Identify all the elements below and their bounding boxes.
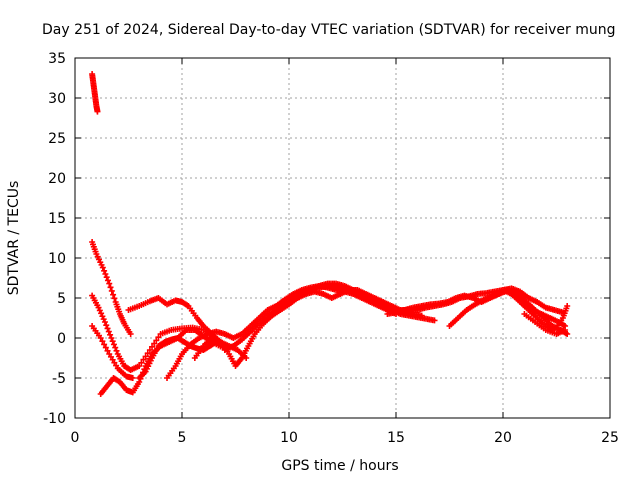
y-tick-label: -10 — [43, 411, 66, 427]
data-point — [105, 328, 112, 335]
data-point — [142, 353, 149, 360]
data-point — [153, 337, 160, 344]
x-tick-label: 0 — [71, 430, 80, 446]
data-point — [94, 108, 101, 115]
data-point — [564, 331, 571, 337]
y-tick-label: 30 — [48, 91, 66, 107]
data-point — [104, 347, 111, 354]
series-arc-3 — [89, 292, 226, 373]
y-tick-label: 5 — [57, 291, 66, 307]
data-point — [107, 284, 114, 291]
x-tick-label: 25 — [601, 430, 619, 446]
axis-ticks — [74, 57, 611, 419]
plot-frame — [74, 57, 611, 419]
series-arc-1 — [89, 71, 101, 115]
tick-labels: 0 5 10 15 20 25 -10 -5 0 5 10 15 20 25 30 35 — [43, 51, 619, 446]
data-point — [108, 287, 115, 294]
data-point — [101, 341, 108, 348]
data-point — [103, 322, 110, 329]
data-point — [104, 277, 111, 284]
x-tick-label: 15 — [387, 430, 405, 446]
data-point — [127, 331, 134, 337]
data-point — [106, 280, 113, 287]
data-point — [102, 271, 109, 277]
y-tick-label: 20 — [48, 171, 66, 187]
y-axis-label: SDTVAR / TECUs — [6, 181, 22, 296]
data-point — [102, 344, 109, 351]
y-tick-label: 35 — [48, 51, 66, 67]
data-point — [109, 338, 116, 345]
data-point — [138, 359, 145, 366]
data-point — [110, 291, 117, 298]
data-point — [151, 340, 158, 347]
data-point — [103, 274, 110, 281]
data-point — [113, 347, 120, 354]
data-point — [431, 317, 438, 324]
series-arc-4 — [89, 323, 136, 381]
data-point — [108, 335, 115, 341]
x-tick-label: 20 — [494, 430, 512, 446]
data-point — [136, 363, 143, 369]
y-tick-label: 10 — [48, 251, 66, 267]
data-point — [97, 335, 104, 341]
chart-title: Day 251 of 2024, Sidereal Day-to-day VTE… — [42, 22, 616, 38]
x-axis-label: GPS time / hours — [281, 458, 398, 474]
series-arc-2 — [89, 239, 134, 337]
data-point — [140, 356, 147, 363]
y-tick-label: 25 — [48, 131, 66, 147]
data-point — [146, 347, 153, 353]
y-tick-label: -5 — [52, 371, 66, 387]
data-point — [155, 334, 162, 341]
data-point — [418, 312, 425, 319]
data-point — [564, 303, 571, 309]
data-point — [111, 295, 118, 302]
data-point — [149, 343, 156, 350]
data-points — [89, 71, 571, 397]
data-point — [562, 327, 569, 333]
data-point — [112, 344, 119, 351]
y-tick-label: 0 — [57, 331, 66, 347]
data-point — [104, 325, 111, 332]
series-arc-14 — [500, 287, 571, 333]
data-point — [99, 338, 106, 345]
data-point — [101, 319, 108, 325]
x-tick-label: 10 — [280, 430, 298, 446]
data-point — [101, 267, 108, 274]
x-tick-label: 5 — [178, 430, 187, 446]
y-tick-label: 15 — [48, 211, 66, 227]
series-arc-15 — [521, 311, 569, 337]
data-point — [99, 264, 106, 271]
data-point — [129, 375, 136, 381]
data-point — [107, 331, 114, 338]
data-point — [110, 341, 117, 348]
